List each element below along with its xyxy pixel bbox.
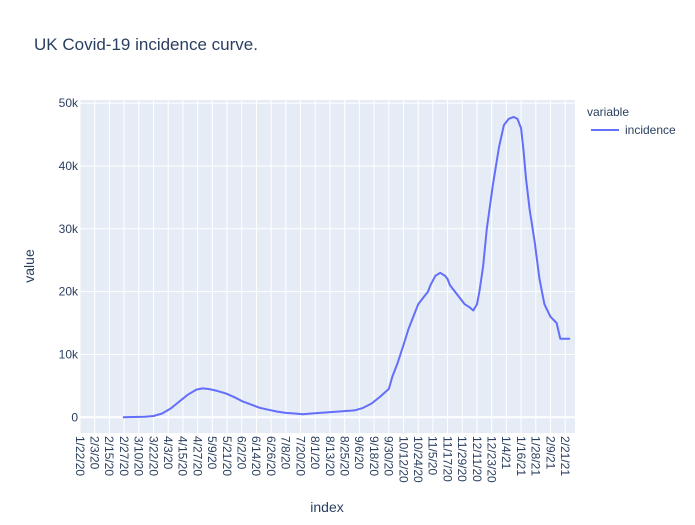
x-tick-label: 12/11/20 (470, 436, 484, 482)
x-tick-label: 9/30/20 (382, 436, 396, 476)
x-tick-label: 6/26/20 (264, 436, 278, 476)
plot-area[interactable] (80, 100, 575, 433)
x-tick-label: 8/1/20 (308, 436, 322, 470)
x-tick-label: 10/12/20 (396, 436, 410, 483)
x-tick-label: 2/3/20 (88, 436, 102, 470)
x-tick-label: 2/21/21 (558, 436, 572, 476)
x-tick-label: 9/18/20 (367, 436, 381, 476)
x-tick-label: 4/27/20 (190, 436, 204, 476)
y-axis-ticks: 0 10k 20k 30k 40k 50k (59, 96, 79, 424)
x-axis-ticks: 1/22/20 2/3/20 2/15/20 2/27/20 3/10/20 3/22/2… (73, 436, 572, 483)
x-tick-label: 5/21/20 (220, 436, 234, 476)
x-tick-label: 8/25/20 (337, 436, 351, 476)
y-tick-label: 50k (59, 96, 79, 110)
x-tick-label: 6/2/20 (235, 436, 249, 470)
x-tick-label: 9/6/20 (352, 436, 366, 470)
y-tick-label: 30k (59, 222, 79, 236)
x-tick-label: 8/13/20 (323, 436, 337, 476)
y-tick-label: 10k (59, 347, 79, 361)
grid (79, 100, 575, 433)
x-tick-label: 2/9/21 (543, 436, 557, 470)
x-tick-label: 4/15/20 (176, 436, 190, 476)
x-tick-label: 11/29/20 (455, 436, 469, 482)
chart-title: UK Covid-19 incidence curve. (34, 35, 258, 54)
x-tick-label: 7/8/20 (279, 436, 293, 470)
x-tick-label: 11/5/20 (426, 436, 440, 475)
x-tick-label: 5/9/20 (205, 436, 219, 470)
legend-item-incidence[interactable]: incidence (625, 123, 676, 137)
x-tick-label: 4/3/20 (161, 436, 175, 470)
series-layer (122, 116, 571, 419)
legend[interactable]: variable incidence (587, 105, 676, 137)
x-tick-label: 2/15/20 (102, 436, 116, 476)
x-tick-label: 12/23/20 (484, 436, 498, 483)
x-tick-label: 6/14/20 (249, 436, 263, 476)
x-tick-label: 1/4/21 (499, 436, 513, 470)
x-tick-label: 3/22/20 (146, 436, 160, 476)
x-tick-label: 10/24/20 (411, 436, 425, 483)
x-tick-label: 11/17/20 (440, 436, 454, 482)
x-tick-label: 1/28/21 (529, 436, 543, 476)
y-tick-label: 40k (59, 159, 79, 173)
y-tick-label: 20k (59, 285, 79, 299)
y-tick-label: 0 (71, 410, 78, 424)
x-axis-title: index (310, 499, 343, 515)
x-tick-label: 1/16/21 (514, 436, 528, 476)
x-tick-label: 2/27/20 (117, 436, 131, 476)
x-tick-label: 1/22/20 (73, 436, 87, 476)
x-tick-label: 7/20/20 (293, 436, 307, 476)
legend-title: variable (587, 105, 629, 119)
x-tick-label: 3/10/20 (132, 436, 146, 476)
series-line-incidence[interactable] (122, 116, 571, 419)
y-axis-title: value (21, 249, 37, 283)
